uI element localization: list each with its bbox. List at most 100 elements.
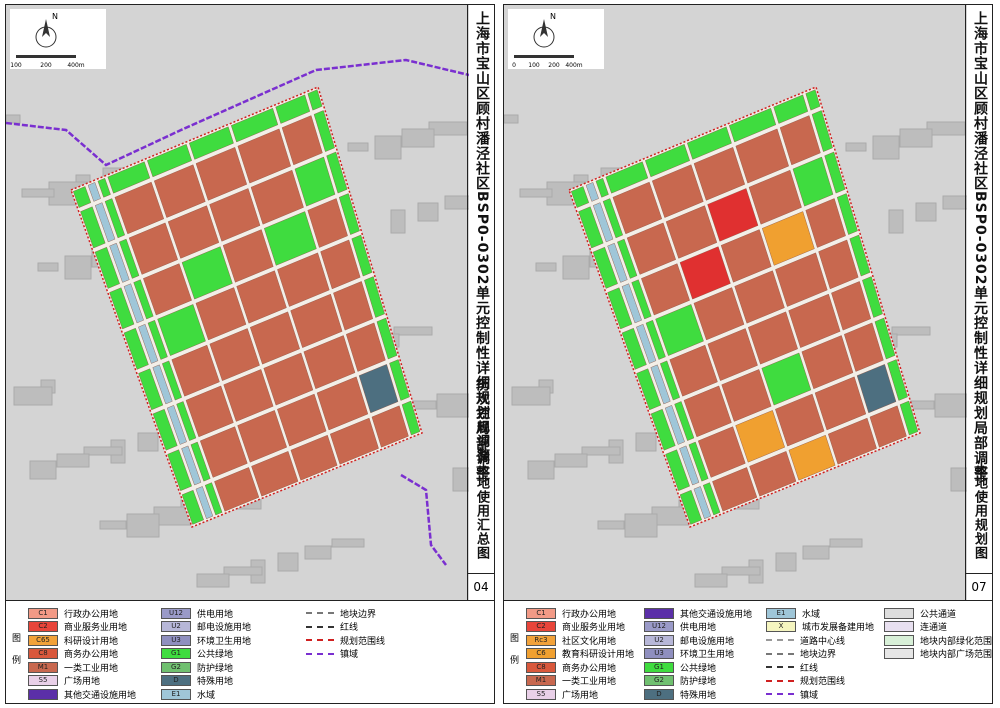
legend-text: 地块边界 <box>340 609 377 620</box>
legend-item: G2 防护绿地 <box>161 661 233 674</box>
legend-swatch: D <box>644 688 674 700</box>
land-parcel <box>693 147 746 201</box>
legend-swatch <box>884 648 914 659</box>
legend-swatch: C1 <box>28 607 58 619</box>
legend-text: 商业服务业用地 <box>64 623 128 633</box>
legend-item: X 城市发展备建用地 <box>766 621 874 633</box>
building <box>417 202 439 222</box>
panel: N 0 100 200 400m 上海市宝山区顾村潘泾社区BSP0-0302单元控制性详细… <box>503 4 993 704</box>
land-parcel <box>80 206 106 249</box>
legend-text: 红线 <box>340 623 359 633</box>
land-parcel <box>707 328 758 381</box>
land-parcel <box>651 164 704 218</box>
legend-swatch: U3 <box>644 648 674 659</box>
land-parcel <box>364 276 385 318</box>
panel: N 100 200 400m 上海市宝山区顾村潘泾社区BSP0-0302单元控制性详细规… <box>5 4 495 704</box>
legend-swatch: S5 <box>28 675 58 686</box>
land-parcel <box>650 408 676 451</box>
legend-text: 科研设计用地 <box>64 636 119 647</box>
legend-text: 行政办公用地 <box>562 609 617 620</box>
legend-text: 广场用地 <box>64 677 101 687</box>
building <box>694 573 728 588</box>
land-parcel <box>114 181 165 235</box>
land-parcel <box>688 441 709 482</box>
land-parcel <box>294 156 336 207</box>
legend-item: D 特殊用地 <box>161 675 233 687</box>
legend-text: 红线 <box>800 663 819 674</box>
land-parcel <box>595 177 609 198</box>
legend-text: 邮电设施用地 <box>197 623 252 633</box>
land-parcel <box>143 263 192 316</box>
legend-item: 公共通道 <box>884 607 956 620</box>
legend-text: 商务办公用地 <box>64 650 119 660</box>
legend-item: C8 商务办公用地 <box>28 648 118 660</box>
legend-swatch: C8 <box>526 661 556 673</box>
land-parcel <box>650 364 671 405</box>
building <box>29 460 57 480</box>
land-parcel <box>814 376 867 431</box>
land-parcel <box>679 489 702 525</box>
legend-line <box>306 639 334 641</box>
land-parcel <box>316 376 369 431</box>
legend-item: C65 科研设计用地 <box>28 634 119 647</box>
land-parcel <box>844 322 884 372</box>
legend-text: 供电用地 <box>197 609 234 620</box>
sheet-number: 07 <box>966 573 992 594</box>
land-parcel <box>801 335 854 390</box>
building <box>721 566 761 576</box>
legend-swatch: C8 <box>28 648 58 659</box>
land-parcel <box>401 400 421 436</box>
building <box>64 255 92 280</box>
title: 上海市宝山区顾村潘泾社区BSP0-0302单元控制性详细规划局部调整 <box>474 11 490 481</box>
legend-text: 商务办公用地 <box>562 663 617 674</box>
land-parcel <box>263 352 314 406</box>
land-parcel <box>660 360 680 401</box>
legend-item: 其他交通设施用地 <box>644 607 753 620</box>
land-parcel <box>277 252 330 307</box>
land-parcel <box>735 128 789 184</box>
land-parcel <box>605 161 649 194</box>
legend-item: U12 供电用地 <box>161 607 234 620</box>
building <box>581 446 621 456</box>
land-parcel <box>775 393 825 447</box>
legend-item: 地块边界 <box>306 607 377 620</box>
land-parcel <box>570 186 590 208</box>
legend-swatch: E1 <box>161 688 191 700</box>
building <box>331 538 365 548</box>
legend-text: 其他交通设施用地 <box>680 609 753 620</box>
legend-item: U3 环境卫生用地 <box>161 634 251 647</box>
land-parcel <box>887 359 908 401</box>
land-parcel <box>326 151 348 194</box>
legend-text: 镇域 <box>800 690 819 701</box>
legend-swatch <box>28 688 58 700</box>
land-parcel <box>162 360 182 401</box>
building <box>99 520 127 530</box>
land-parcel <box>277 393 327 447</box>
building <box>511 386 551 406</box>
land-parcel <box>683 385 732 438</box>
building <box>21 188 55 198</box>
land-parcel <box>147 143 192 178</box>
legend-text: 规划范围线 <box>340 636 386 647</box>
land-parcel <box>674 401 695 441</box>
land-parcel <box>171 344 220 397</box>
scale-label: 400m <box>67 62 84 69</box>
building <box>304 545 332 560</box>
legend-item: C8 商务办公用地 <box>526 661 617 674</box>
legend-text: 教育科研设计用地 <box>562 650 635 660</box>
legend-line <box>306 612 334 614</box>
legend-text: 特殊用地 <box>680 690 717 701</box>
land-parcel <box>592 202 614 243</box>
legend-swatch: C65 <box>28 634 58 646</box>
legend-text: 道路中心线 <box>800 636 846 647</box>
legend-item: G1 公共绿地 <box>644 661 716 674</box>
building <box>554 453 588 468</box>
town-boundary <box>400 473 447 566</box>
legend-label: 图 <box>12 634 22 644</box>
building <box>624 513 658 538</box>
land-parcel <box>578 206 604 249</box>
building <box>428 121 468 136</box>
land-parcel <box>748 169 802 225</box>
scale-label: 100 <box>528 62 540 69</box>
land-parcel <box>626 222 676 275</box>
